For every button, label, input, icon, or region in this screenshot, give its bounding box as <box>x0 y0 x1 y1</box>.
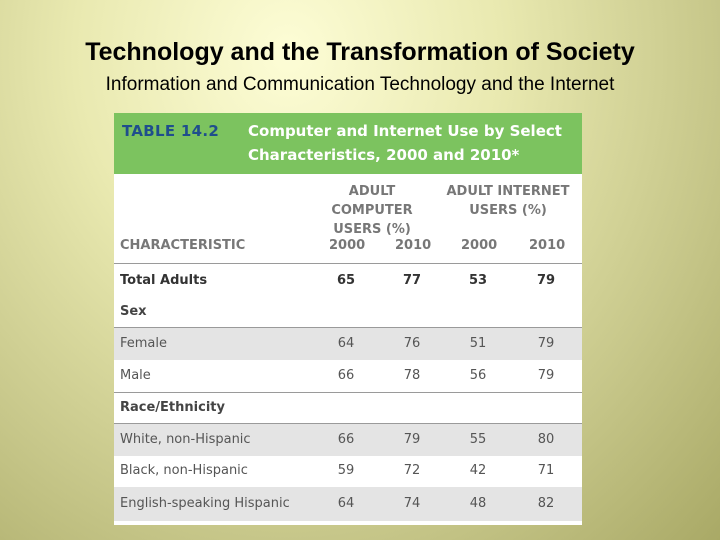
cell-value: 82 <box>537 496 555 511</box>
cell-value: 74 <box>403 496 421 511</box>
table-header-band: TABLE 14.2 Computer and Internet Use by … <box>114 113 582 174</box>
column-group-computer-users: ADULT COMPUTER USERS (%) <box>331 184 413 237</box>
cell-value: 51 <box>469 336 487 351</box>
table-row: Black, non-Hispanic 59 72 42 71 <box>114 455 582 487</box>
header-characteristic: CHARACTERISTIC <box>120 238 246 253</box>
cell-value: 79 <box>537 368 555 383</box>
row-label: Male <box>120 368 151 383</box>
section-label: Race/Ethnicity <box>120 400 225 415</box>
table-row: White, non-Hispanic 66 79 55 80 <box>114 423 582 456</box>
cell-value: 42 <box>469 463 487 478</box>
cell-value: 78 <box>403 368 421 383</box>
slide-subtitle: Information and Communication Technology… <box>105 74 615 95</box>
cell-value: 55 <box>469 432 487 447</box>
header-year: 2000 <box>329 238 366 253</box>
column-header-row: CHARACTERISTIC 2000 2010 2000 2010 <box>114 235 582 264</box>
section-row: Race/Ethnicity <box>114 392 582 423</box>
table-row: English-speaking Hispanic 64 74 48 82 <box>114 487 582 521</box>
cell-value: 71 <box>537 463 555 478</box>
row-label: Total Adults <box>120 273 208 288</box>
cell-value: 53 <box>468 273 488 288</box>
header-year: 2010 <box>395 238 432 253</box>
cell-value: 59 <box>337 463 355 478</box>
row-label: Black, non-Hispanic <box>120 463 248 478</box>
table-row: Female 64 76 51 79 <box>114 327 582 360</box>
cell-value: 80 <box>537 432 555 447</box>
cell-value: 56 <box>469 368 487 383</box>
cell-value: 76 <box>403 336 421 351</box>
cell-value: 66 <box>337 368 355 383</box>
table-row: Male 66 78 56 79 <box>114 360 582 392</box>
header-year: 2000 <box>461 238 498 253</box>
cell-value: 48 <box>469 496 487 511</box>
cell-value: 65 <box>336 273 356 288</box>
data-table: TABLE 14.2 Computer and Internet Use by … <box>114 113 582 525</box>
slide-title: Technology and the Transformation of Soc… <box>85 38 635 66</box>
table-number: TABLE 14.2 <box>122 122 220 140</box>
section-row: Sex <box>114 297 582 327</box>
cell-value: 79 <box>403 432 421 447</box>
row-label: English-speaking Hispanic <box>120 496 290 511</box>
header-year: 2010 <box>529 238 566 253</box>
table-caption: Computer and Internet Use by Select Char… <box>248 122 562 164</box>
row-label: White, non-Hispanic <box>120 432 251 447</box>
cell-value: 79 <box>536 273 556 288</box>
cell-value: 64 <box>337 336 355 351</box>
cell-value: 64 <box>337 496 355 511</box>
column-group-internet-users: ADULT INTERNET USERS (%) <box>446 184 570 218</box>
cell-value: 77 <box>402 273 422 288</box>
table-row: Total Adults 65 77 53 79 <box>114 265 582 297</box>
cell-value: 72 <box>403 463 421 478</box>
cell-value: 66 <box>337 432 355 447</box>
section-label: Sex <box>120 304 147 319</box>
cell-value: 79 <box>537 336 555 351</box>
row-label: Female <box>120 336 168 351</box>
